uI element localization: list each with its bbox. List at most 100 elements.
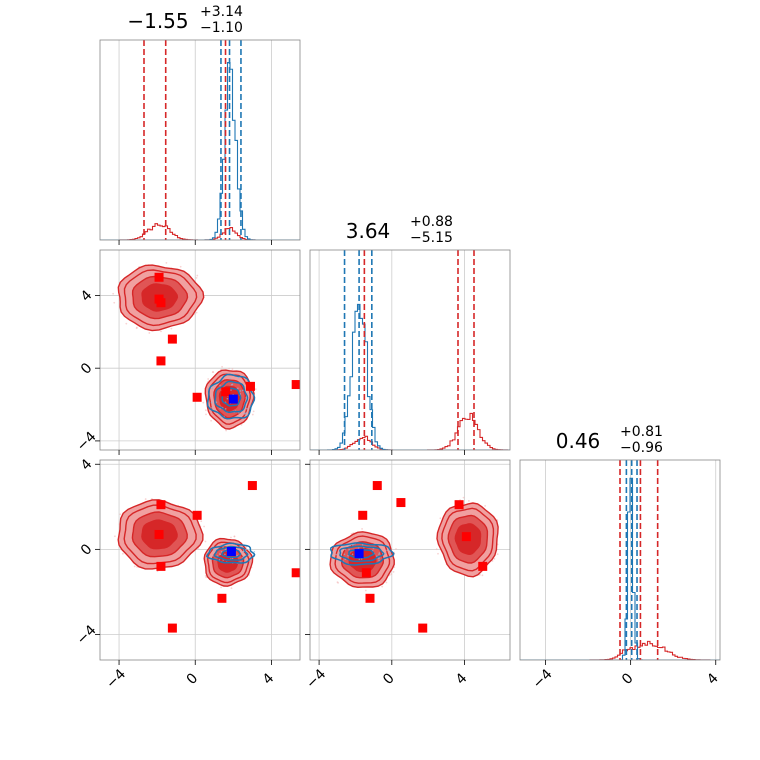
panel-frame bbox=[519, 459, 721, 661]
sample-point-blue bbox=[357, 547, 360, 550]
panel-title-plus: +0.81 bbox=[620, 424, 663, 440]
sample-point-blue bbox=[219, 553, 222, 556]
panel-2-1 bbox=[310, 460, 510, 660]
contour-blue-inner bbox=[221, 548, 242, 559]
marker-red bbox=[221, 387, 231, 397]
sample-point bbox=[148, 332, 151, 334]
sample-point-blue bbox=[349, 544, 351, 547]
panel-2-2 bbox=[520, 460, 720, 660]
sample-point bbox=[196, 274, 199, 277]
histogram-blue bbox=[520, 477, 720, 660]
sample-point bbox=[113, 535, 116, 538]
sample-point-blue bbox=[351, 553, 354, 556]
marker-red bbox=[154, 272, 164, 282]
panel-1-1 bbox=[310, 250, 510, 450]
sample-point bbox=[170, 327, 173, 330]
sample-point bbox=[165, 261, 168, 264]
panel-title-value: 0.46 bbox=[556, 429, 601, 453]
sample-point-blue bbox=[348, 548, 350, 551]
sample-point bbox=[144, 498, 147, 500]
sample-point-blue bbox=[243, 413, 246, 415]
sample-point-blue bbox=[224, 408, 227, 410]
marker-red bbox=[358, 510, 368, 520]
sample-point bbox=[179, 265, 182, 268]
sample-point-blue bbox=[213, 550, 216, 552]
sample-point-blue bbox=[219, 416, 222, 419]
sample-point bbox=[204, 409, 207, 412]
sample-point-blue bbox=[241, 389, 244, 392]
sample-point bbox=[119, 513, 122, 516]
x-tick-label: −4 bbox=[103, 666, 129, 692]
sample-point bbox=[435, 548, 438, 551]
y-tick-label: 0 bbox=[78, 360, 96, 378]
y-tick-label: −4 bbox=[74, 622, 100, 648]
sample-point bbox=[240, 423, 243, 426]
panel-2-0 bbox=[100, 460, 300, 660]
sample-point-blue bbox=[224, 548, 227, 551]
sample-point bbox=[439, 517, 442, 520]
marker-red bbox=[192, 510, 202, 520]
contour-blue-mid bbox=[339, 545, 385, 563]
marker-red bbox=[192, 392, 202, 402]
sample-point-blue bbox=[245, 396, 247, 399]
y-tick-label: −4 bbox=[74, 429, 100, 455]
sample-point bbox=[212, 371, 215, 373]
sample-point bbox=[220, 586, 223, 589]
sample-point bbox=[251, 413, 254, 416]
sample-point bbox=[205, 576, 208, 579]
contour-blue-outer bbox=[329, 542, 395, 566]
histogram-red bbox=[100, 223, 300, 240]
sample-point-blue bbox=[224, 553, 226, 556]
sample-point bbox=[481, 574, 484, 577]
panel-title-plus: +3.14 bbox=[200, 4, 243, 20]
sample-point-blue bbox=[378, 553, 380, 556]
panel-title-value: 3.64 bbox=[346, 219, 391, 243]
panel-1-0 bbox=[100, 250, 300, 450]
histogram-red bbox=[310, 412, 510, 450]
sample-point bbox=[221, 365, 223, 368]
sample-point-blue bbox=[384, 552, 387, 555]
x-tick-label: 0 bbox=[619, 670, 637, 688]
sample-point-blue bbox=[361, 544, 364, 546]
x-tick-label: 4 bbox=[704, 670, 722, 688]
marker-red bbox=[418, 623, 428, 633]
marker-red bbox=[461, 532, 471, 542]
sample-point bbox=[122, 552, 124, 555]
marker-red bbox=[365, 593, 375, 603]
sample-point bbox=[195, 311, 198, 314]
sample-point bbox=[228, 367, 231, 370]
marker-red bbox=[154, 529, 164, 539]
sample-point-blue bbox=[378, 559, 380, 562]
sample-point-blue bbox=[219, 407, 221, 410]
marker-red bbox=[396, 498, 406, 508]
sample-point bbox=[200, 520, 203, 523]
sample-point bbox=[254, 388, 257, 391]
x-tick-label: 4 bbox=[453, 670, 471, 688]
sample-point-blue bbox=[338, 552, 340, 555]
sample-point bbox=[133, 565, 136, 568]
sample-point-blue bbox=[344, 548, 347, 551]
panel-title-value: −1.55 bbox=[127, 9, 188, 33]
sample-point bbox=[385, 581, 388, 584]
contour-blue-mid bbox=[213, 545, 249, 561]
marker-red bbox=[156, 298, 166, 308]
sample-point bbox=[112, 292, 115, 295]
marker-red bbox=[167, 623, 177, 633]
marker-blue bbox=[226, 546, 236, 556]
sample-point bbox=[493, 557, 496, 560]
sample-point bbox=[390, 573, 393, 576]
marker-red bbox=[156, 356, 166, 366]
x-tick-label: −4 bbox=[530, 666, 556, 692]
sample-point-blue bbox=[242, 550, 245, 553]
x-tick-label: −4 bbox=[303, 666, 329, 692]
histogram-blue bbox=[310, 303, 510, 450]
x-tick-label: 0 bbox=[184, 670, 202, 688]
sample-point-blue bbox=[238, 412, 240, 414]
contour-blue-outer bbox=[206, 373, 256, 420]
contour-blue-outer bbox=[205, 542, 256, 564]
sample-point-blue bbox=[358, 558, 361, 561]
panel-title-plus: +0.88 bbox=[410, 214, 453, 230]
sample-point bbox=[381, 585, 384, 588]
sample-point-blue bbox=[230, 389, 232, 391]
